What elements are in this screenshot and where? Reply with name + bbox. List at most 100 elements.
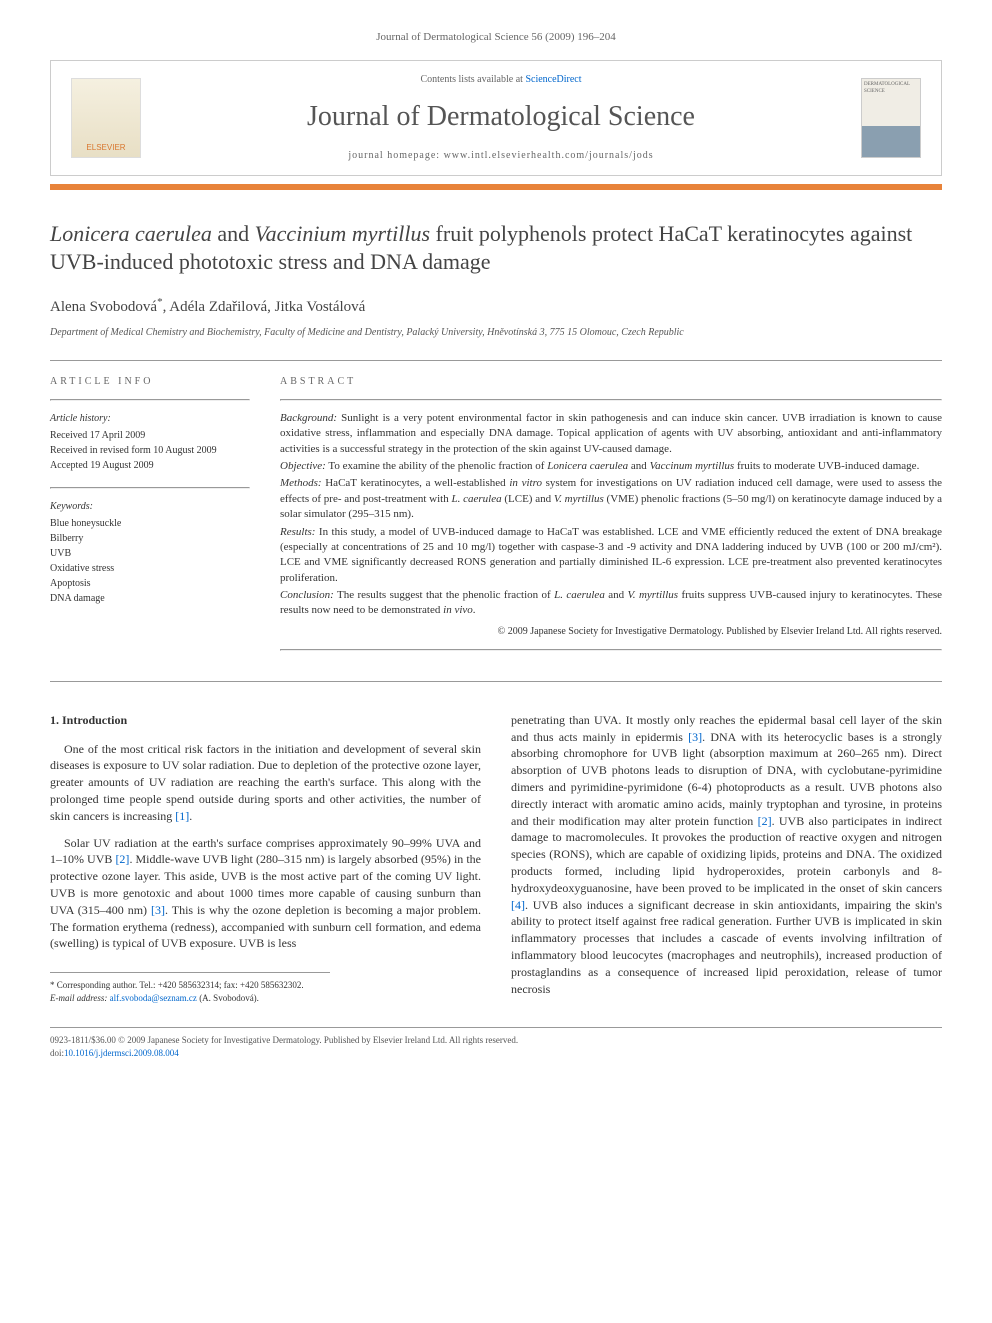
body-two-column: 1. Introduction One of the most critical…	[50, 712, 942, 1008]
intro-paragraph-1: One of the most critical risk factors in…	[50, 741, 481, 825]
met-i2: L. caerulea	[452, 493, 502, 505]
con-i3: in vivo	[443, 604, 473, 616]
con-i2: V. myrtillus	[628, 589, 679, 601]
journal-cover-thumbnail: DERMATOLOGICAL SCIENCE	[861, 78, 921, 158]
author-list: Alena Svobodová*, Adéla Zdařilová, Jitka…	[50, 295, 942, 318]
p1a: One of the most critical risk factors in…	[50, 742, 481, 823]
revised-date: Received in revised form 10 August 2009	[50, 443, 250, 458]
keyword: DNA damage	[50, 591, 250, 606]
page-footer: 0923-1811/$36.00 © 2009 Japanese Society…	[50, 1027, 942, 1059]
con-t1: The results suggest that the phenolic fr…	[334, 589, 554, 601]
abstract-panel: ABSTRACT Background: Sunlight is a very …	[280, 375, 942, 661]
orange-divider-bar	[50, 184, 942, 190]
email-suffix: (A. Svobodová).	[197, 993, 259, 1003]
obj-t3: fruits to moderate UVB-induced damage.	[734, 460, 919, 472]
results-text: In this study, a model of UVB-induced da…	[280, 526, 942, 584]
p3d: . UVB also induces a significant decreas…	[511, 898, 942, 996]
keyword: UVB	[50, 546, 250, 561]
email-link[interactable]: alf.svoboda@seznam.cz	[110, 993, 197, 1003]
right-column: penetrating than UVA. It mostly only rea…	[511, 712, 942, 1008]
abstract-divider	[280, 399, 942, 401]
abstract-methods: Methods: HaCaT keratinocytes, a well-est…	[280, 476, 942, 522]
abstract-conclusion: Conclusion: The results suggest that the…	[280, 588, 942, 619]
left-column: 1. Introduction One of the most critical…	[50, 712, 481, 1008]
intro-paragraph-3: penetrating than UVA. It mostly only rea…	[511, 712, 942, 998]
info-divider	[50, 399, 250, 401]
email-label: E-mail address:	[50, 993, 110, 1003]
title-text-2: and	[212, 221, 255, 246]
obj-t1: To examine the ability of the phenolic f…	[326, 460, 547, 472]
footer-doi: doi:10.1016/j.jdermsci.2009.08.004	[50, 1047, 942, 1060]
accepted-date: Accepted 19 August 2009	[50, 458, 250, 473]
met-i3: V. myrtillus	[554, 493, 604, 505]
doi-link[interactable]: 10.1016/j.jdermsci.2009.08.004	[64, 1048, 179, 1058]
methods-label: Methods:	[280, 477, 322, 489]
elsevier-logo: ELSEVIER	[71, 78, 141, 158]
journal-title: Journal of Dermatological Science	[141, 97, 861, 136]
journal-homepage: journal homepage: www.intl.elsevierhealt…	[141, 149, 861, 163]
footnotes: * Corresponding author. Tel.: +420 58563…	[50, 972, 330, 1004]
title-italic-1: Lonicera caerulea	[50, 221, 212, 246]
con-t4: .	[473, 604, 476, 616]
keyword: Bilberry	[50, 531, 250, 546]
con-t2: and	[605, 589, 628, 601]
title-italic-3: Vaccinium myrtillus	[255, 221, 430, 246]
keyword: Blue honeysuckle	[50, 516, 250, 531]
article-info-panel: ARTICLE INFO Article history: Received 1…	[50, 375, 250, 661]
article-info-heading: ARTICLE INFO	[50, 375, 250, 389]
keywords-block: Keywords: Blue honeysuckle Bilberry UVB …	[50, 499, 250, 606]
met-t1: HaCaT keratinocytes, a well-established	[322, 477, 510, 489]
info-abstract-row: ARTICLE INFO Article history: Received 1…	[50, 375, 942, 661]
corresponding-footnote: * Corresponding author. Tel.: +420 58563…	[50, 979, 330, 992]
abstract-copyright: © 2009 Japanese Society for Investigativ…	[280, 625, 942, 639]
sciencedirect-link[interactable]: ScienceDirect	[525, 74, 581, 85]
keyword: Apoptosis	[50, 576, 250, 591]
article-title: Lonicera caerulea and Vaccinium myrtillu…	[50, 220, 942, 277]
footer-copyright: 0923-1811/$36.00 © 2009 Japanese Society…	[50, 1034, 942, 1047]
abstract-background: Background: Sunlight is a very potent en…	[280, 411, 942, 457]
ref-link-2b[interactable]: [2]	[758, 814, 772, 828]
abstract-end-divider	[280, 649, 942, 651]
homepage-prefix: journal homepage:	[348, 150, 443, 161]
objective-label: Objective:	[280, 460, 326, 472]
conclusion-label: Conclusion:	[280, 589, 334, 601]
con-i1: L. caerulea	[554, 589, 605, 601]
divider	[50, 360, 942, 361]
history-label: Article history:	[50, 411, 250, 426]
homepage-url: www.intl.elsevierhealth.com/journals/jod…	[444, 150, 654, 161]
ref-link-3[interactable]: [3]	[151, 903, 165, 917]
author-1: Alena Svobodová	[50, 299, 157, 315]
obj-t2: and	[628, 460, 649, 472]
author-rest: , Adéla Zdařilová, Jitka Vostálová	[163, 299, 366, 315]
abstract-objective: Objective: To examine the ability of the…	[280, 459, 942, 474]
article-history: Article history: Received 17 April 2009 …	[50, 411, 250, 473]
obj-i2: Vaccinum myrtillus	[650, 460, 735, 472]
banner-center: Contents lists available at ScienceDirec…	[141, 73, 861, 162]
doi-label: doi:	[50, 1048, 64, 1058]
p1b: .	[189, 809, 192, 823]
obj-i1: Lonicera caerulea	[547, 460, 628, 472]
abstract-heading: ABSTRACT	[280, 375, 942, 389]
keywords-label: Keywords:	[50, 499, 250, 514]
results-label: Results:	[280, 526, 315, 538]
contents-prefix: Contents lists available at	[420, 74, 525, 85]
ref-link-3b[interactable]: [3]	[688, 730, 702, 744]
background-label: Background:	[280, 412, 337, 424]
intro-paragraph-2: Solar UV radiation at the earth's surfac…	[50, 835, 481, 953]
affiliation: Department of Medical Chemistry and Bioc…	[50, 326, 942, 340]
met-t3: (LCE) and	[502, 493, 554, 505]
running-header: Journal of Dermatological Science 56 (20…	[50, 30, 942, 45]
keyword: Oxidative stress	[50, 561, 250, 576]
received-date: Received 17 April 2009	[50, 428, 250, 443]
contents-available: Contents lists available at ScienceDirec…	[141, 73, 861, 87]
journal-banner: ELSEVIER Contents lists available at Sci…	[50, 60, 942, 175]
met-i1: in vitro	[509, 477, 542, 489]
divider	[50, 681, 942, 682]
abstract-results: Results: In this study, a model of UVB-i…	[280, 525, 942, 587]
info-divider	[50, 487, 250, 489]
section-1-heading: 1. Introduction	[50, 712, 481, 729]
background-text: Sunlight is a very potent environmental …	[280, 412, 942, 455]
ref-link-1[interactable]: [1]	[175, 809, 189, 823]
ref-link-4[interactable]: [4]	[511, 898, 525, 912]
ref-link-2[interactable]: [2]	[115, 852, 129, 866]
